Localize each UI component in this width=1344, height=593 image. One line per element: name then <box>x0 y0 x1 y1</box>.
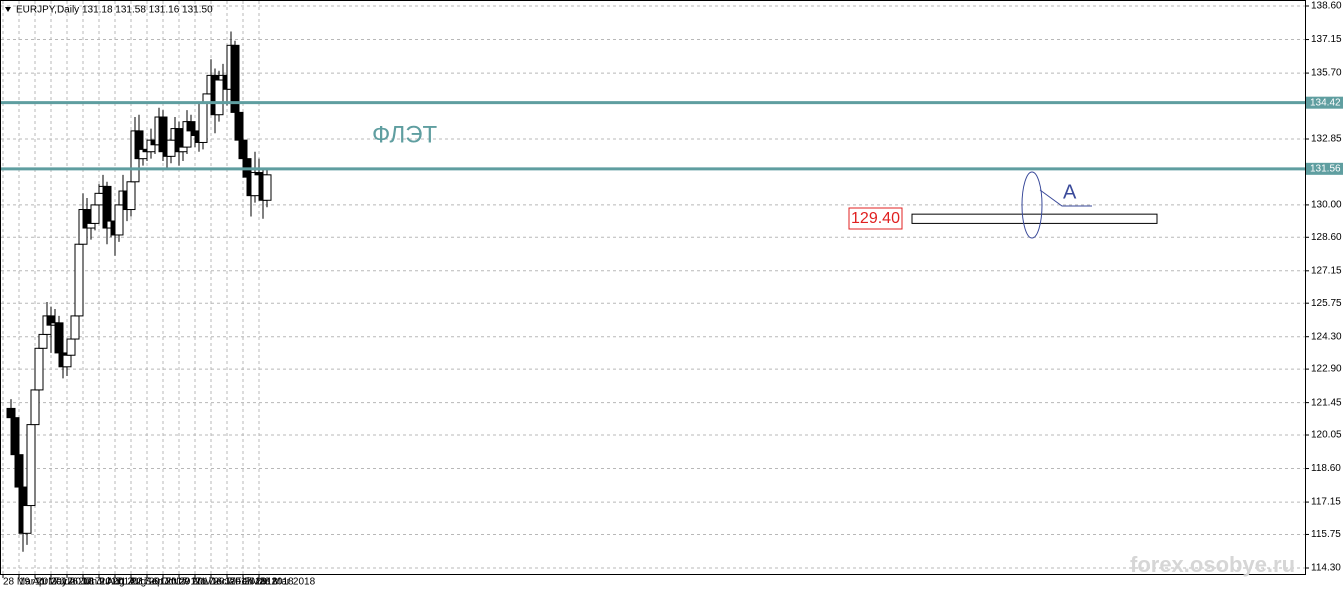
level-zone <box>911 213 1158 224</box>
candle-body <box>94 192 104 206</box>
y-tick-label: 124.30 <box>1311 331 1342 342</box>
candle-body <box>262 174 272 201</box>
candle-body <box>126 181 136 211</box>
candle-body <box>190 130 200 137</box>
y-tick-label: 115.75 <box>1311 529 1341 540</box>
flat-label: ФЛЭТ <box>372 121 437 148</box>
candle-body <box>26 424 36 507</box>
candle-body <box>178 146 188 153</box>
y-tick-label: 125.75 <box>1311 298 1342 309</box>
x-tick-label: 19 Apr 2017 <box>19 577 73 588</box>
level-tag <box>1306 96 1343 109</box>
x-tick-label: 31 Aug 2017 <box>115 577 172 588</box>
candle-body <box>158 116 168 153</box>
x-tick-label: 9 Aug 2017 <box>99 577 150 588</box>
candle-body <box>238 139 248 160</box>
plot-frame <box>0 0 1306 575</box>
candle-body <box>6 407 16 419</box>
menu-arrow <box>5 7 11 12</box>
x-tick-label: 16 Oct 2017 <box>147 577 202 588</box>
y-tick-label: 137.15 <box>1311 34 1342 45</box>
candle-body <box>250 172 260 197</box>
candle-body <box>10 417 20 456</box>
level-tag-label: 134.42 <box>1310 97 1341 108</box>
chart-title: EURJPY,Daily 131.18 131.58 131.16 131.50 <box>16 5 213 16</box>
candle-body <box>74 243 84 317</box>
candle-body <box>234 111 244 141</box>
x-tick-label: 2 Jun 2017 <box>51 577 101 588</box>
candle-body <box>66 338 76 356</box>
candle-body <box>86 222 96 229</box>
y-tick-label: 127.15 <box>1311 265 1342 276</box>
highlight-ellipse <box>1021 171 1043 239</box>
y-tick-label: 138.60 <box>1311 1 1342 12</box>
candle-body <box>62 354 72 368</box>
level-tag-label: 131.56 <box>1310 163 1341 174</box>
x-tick-label: 1 Mar 2018 <box>243 577 294 588</box>
candle-body <box>70 315 80 340</box>
x-tick-label: 16 Jan 2018 <box>211 577 266 588</box>
point-label: A <box>1063 181 1077 203</box>
x-tick-label: 21 Dec 2017 <box>195 577 252 588</box>
candle-body <box>114 204 124 236</box>
y-tick-label: 135.70 <box>1311 68 1342 79</box>
y-tick-label: 132.85 <box>1311 134 1342 145</box>
x-tick-label: 7 Feb 2018 <box>227 577 278 588</box>
candle-body <box>214 79 224 116</box>
candle-body <box>166 139 176 157</box>
pointer-line <box>1039 189 1092 207</box>
y-tick-label: 120.05 <box>1311 430 1342 441</box>
x-tick-label: 22 Sep 2017 <box>131 577 188 588</box>
candle-body <box>90 204 100 224</box>
y-tick-label: 128.60 <box>1311 232 1342 243</box>
x-tick-label: 28 Mar 2017 <box>3 577 60 588</box>
level-box <box>848 207 903 230</box>
y-tick-label: 117.15 <box>1311 497 1341 508</box>
candle-body <box>38 333 48 349</box>
candle-body <box>54 322 64 354</box>
y-tick-label: 121.45 <box>1311 397 1342 408</box>
level-label: 129.40 <box>851 210 900 227</box>
candle-body <box>34 347 44 391</box>
y-tick-label: 122.90 <box>1311 364 1342 375</box>
x-tick-label: 11 May 2017 <box>35 577 93 588</box>
watermark: forex.osobye.ru <box>1130 552 1295 577</box>
x-tick-label: 29 Nov 2017 <box>179 577 236 588</box>
y-tick-label: 130.00 <box>1311 200 1342 211</box>
candle-body <box>186 121 196 132</box>
x-tick-label: 7 Nov 2017 <box>163 577 215 588</box>
candle-body <box>198 102 208 143</box>
x-tick-label: 18 Jul 2017 <box>83 577 135 588</box>
candle-body <box>30 389 40 426</box>
x-tick-label: 23 Mar 2018 <box>259 577 316 588</box>
y-tick-label: 114.30 <box>1311 563 1341 574</box>
y-tick-label: 118.60 <box>1311 463 1341 474</box>
candle-body <box>14 454 24 488</box>
level-tag <box>1306 162 1343 175</box>
x-tick-label: 26 Jun 2017 <box>67 577 122 588</box>
candle-body <box>22 505 32 534</box>
